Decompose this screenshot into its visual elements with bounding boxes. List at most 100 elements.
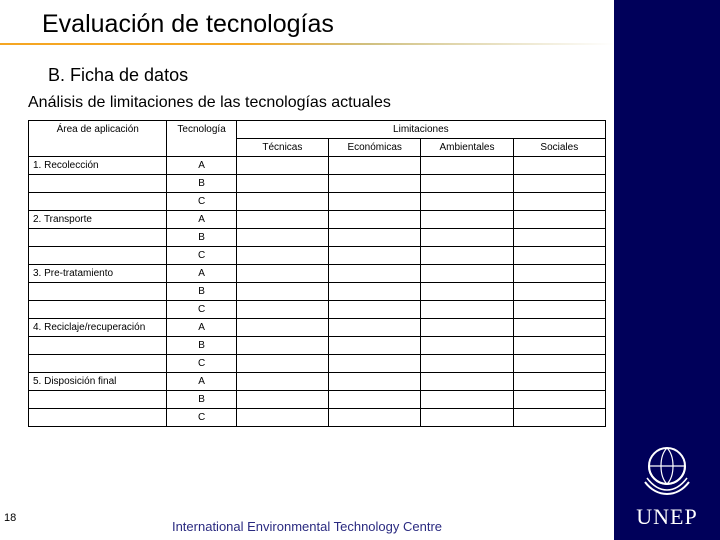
empty-cell (421, 301, 513, 319)
empty-cell (329, 391, 421, 409)
empty-cell (236, 409, 328, 427)
empty-cell (421, 157, 513, 175)
tech-cell: C (167, 355, 236, 373)
table-row: C (29, 409, 606, 427)
tech-cell: A (167, 265, 236, 283)
empty-cell (513, 355, 605, 373)
table-row: C (29, 355, 606, 373)
tech-cell: A (167, 373, 236, 391)
empty-cell (421, 355, 513, 373)
empty-cell (236, 355, 328, 373)
table-row: B (29, 229, 606, 247)
tech-cell: B (167, 337, 236, 355)
empty-cell (421, 391, 513, 409)
empty-cell (513, 301, 605, 319)
area-cell (29, 283, 167, 301)
area-cell (29, 355, 167, 373)
area-cell: 4. Reciclaje/recuperación (29, 319, 167, 337)
area-cell (29, 337, 167, 355)
area-cell: 2. Transporte (29, 211, 167, 229)
area-cell: 5. Disposición final (29, 373, 167, 391)
table-row: B (29, 391, 606, 409)
empty-cell (236, 175, 328, 193)
empty-cell (421, 319, 513, 337)
th-tech: Tecnología (167, 121, 236, 157)
slide-title: Evaluación de tecnologías (0, 0, 614, 43)
tech-cell: C (167, 301, 236, 319)
empty-cell (421, 283, 513, 301)
th-area: Área de aplicación (29, 121, 167, 157)
empty-cell (513, 211, 605, 229)
table-row: 5. Disposición finalA (29, 373, 606, 391)
empty-cell (329, 175, 421, 193)
empty-cell (329, 247, 421, 265)
empty-cell (421, 193, 513, 211)
area-cell (29, 247, 167, 265)
empty-cell (329, 265, 421, 283)
empty-cell (513, 337, 605, 355)
empty-cell (329, 283, 421, 301)
empty-cell (329, 211, 421, 229)
tech-cell: A (167, 157, 236, 175)
empty-cell (329, 193, 421, 211)
empty-cell (236, 193, 328, 211)
section-title: B. Ficha de datos (0, 43, 614, 94)
empty-cell (236, 229, 328, 247)
empty-cell (329, 373, 421, 391)
empty-cell (329, 355, 421, 373)
empty-cell (513, 193, 605, 211)
empty-cell (329, 409, 421, 427)
empty-cell (513, 265, 605, 283)
limitations-table: Área de aplicación Tecnología Limitacion… (0, 120, 614, 427)
area-cell (29, 229, 167, 247)
empty-cell (513, 283, 605, 301)
area-cell: 1. Recolección (29, 157, 167, 175)
analysis-title: Análisis de limitaciones de las tecnolog… (0, 94, 614, 120)
empty-cell (421, 247, 513, 265)
table-row: B (29, 175, 606, 193)
empty-cell (236, 211, 328, 229)
empty-cell (421, 229, 513, 247)
empty-cell (513, 175, 605, 193)
area-cell (29, 175, 167, 193)
empty-cell (236, 337, 328, 355)
table-row: 3. Pre-tratamientoA (29, 265, 606, 283)
tech-cell: C (167, 193, 236, 211)
empty-cell (513, 373, 605, 391)
area-cell (29, 409, 167, 427)
unep-logo-icon (635, 434, 699, 498)
area-cell: 3. Pre-tratamiento (29, 265, 167, 283)
th-sociales: Sociales (513, 139, 605, 157)
title-rule (0, 43, 614, 45)
empty-cell (329, 157, 421, 175)
empty-cell (329, 229, 421, 247)
empty-cell (236, 265, 328, 283)
area-cell (29, 391, 167, 409)
empty-cell (513, 409, 605, 427)
table-row: 4. Reciclaje/recuperaciónA (29, 319, 606, 337)
table-row: C (29, 193, 606, 211)
empty-cell (329, 301, 421, 319)
empty-cell (513, 157, 605, 175)
tech-cell: B (167, 175, 236, 193)
empty-cell (236, 283, 328, 301)
brand-sidebar: UNEP (614, 0, 720, 540)
tech-cell: C (167, 247, 236, 265)
th-economicas: Económicas (329, 139, 421, 157)
empty-cell (329, 337, 421, 355)
empty-cell (421, 373, 513, 391)
th-tecnicas: Técnicas (236, 139, 328, 157)
empty-cell (421, 265, 513, 283)
empty-cell (236, 301, 328, 319)
empty-cell (236, 319, 328, 337)
table-row: 1. RecolecciónA (29, 157, 606, 175)
empty-cell (329, 319, 421, 337)
empty-cell (421, 337, 513, 355)
empty-cell (421, 409, 513, 427)
th-limitaciones: Limitaciones (236, 121, 605, 139)
table-row: B (29, 337, 606, 355)
brand-text: UNEP (636, 504, 697, 530)
tech-cell: A (167, 211, 236, 229)
footer-text: International Environmental Technology C… (0, 519, 614, 534)
empty-cell (421, 175, 513, 193)
